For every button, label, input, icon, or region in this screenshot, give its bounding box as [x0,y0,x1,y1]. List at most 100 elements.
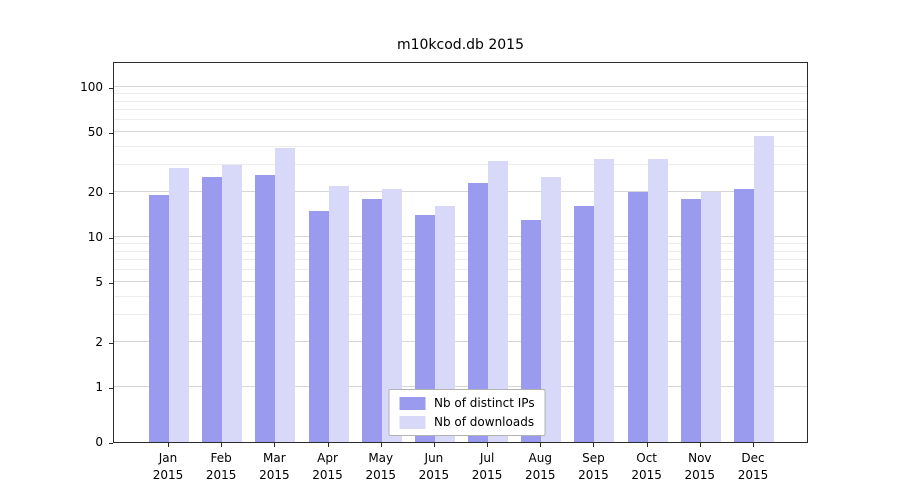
bar-nb-of-downloads-jan [169,167,189,442]
minor-gridline [114,109,807,111]
x-tick-month: Apr [317,451,338,465]
y-tick-mark [109,342,113,344]
chart-title: m10kcod.db 2015 [396,37,524,53]
bar-nb-of-distinct-ips-mar [255,174,276,442]
x-tick-label-jul: Jul 2015 [455,450,519,485]
legend-entry: Nb of distinct IPs [399,396,535,410]
y-tick-mark [109,283,113,285]
minor-gridline [114,269,807,271]
y-tick-label: 1 [95,380,103,394]
y-tick-mark [109,133,113,135]
x-tick-mark [487,443,489,447]
legend: Nb of distinct IPs Nb of downloads [388,389,546,436]
legend-label: Nb of downloads [434,415,535,429]
bar-nb-of-distinct-ips-dec [734,188,754,442]
minor-gridline [114,295,807,297]
x-tick-month: Jan [158,451,178,465]
x-tick-month: Dec [741,451,765,465]
bar-nb-of-distinct-ips-nov [680,198,701,442]
bar-nb-of-distinct-ips-sep [574,206,595,442]
x-tick-mark [274,443,276,447]
y-tick-label: 10 [87,230,103,244]
x-tick-label-may: May 2015 [349,450,413,485]
x-tick-month: Feb [210,451,232,465]
x-tick-month: Jun [424,451,444,465]
bar-nb-of-downloads-nov [700,191,721,442]
bar-nb-of-downloads-sep [594,159,615,442]
minor-gridline [114,100,807,102]
x-tick-label-oct: Oct 2015 [615,450,679,485]
bar-nb-of-downloads-may [381,188,402,442]
x-tick-mark [380,443,382,447]
x-tick-month: Sep [582,451,605,465]
x-tick-mark [593,443,595,447]
legend-swatch-icon [399,396,426,410]
major-gridline [114,386,807,387]
x-tick-year: 2015 [524,468,556,483]
major-gridline [114,340,807,342]
x-tick-year: 2015 [259,468,290,483]
x-tick-year: 2015 [631,468,662,483]
bar-nb-of-distinct-ips-apr [308,210,329,442]
minor-gridline [114,145,807,147]
x-tick-year: 2015 [205,468,237,483]
x-tick-label-dec: Dec 2015 [721,450,785,485]
y-tick-label: 0 [95,435,103,449]
bar-nb-of-downloads-feb [222,165,243,442]
x-tick-year: 2015 [418,468,450,483]
y-tick-label: 100 [80,80,103,94]
major-gridline [114,86,807,87]
x-tick-month: Nov [688,451,712,465]
major-gridline [114,131,807,133]
x-tick-year: 2015 [471,468,503,483]
major-gridline [114,236,807,237]
y-tick-mark [109,88,113,89]
bar-nb-of-downloads-mar [275,148,296,442]
minor-gridline [114,259,807,261]
bar-nb-of-downloads-aug [541,177,562,442]
bar-nb-of-downloads-jul [488,161,509,442]
x-tick-label-sep: Sep 2015 [561,450,625,485]
x-tick-label-aug: Aug 2015 [508,450,572,485]
x-tick-label-feb: Feb 2015 [189,450,253,485]
x-tick-mark [433,443,435,447]
bar-nb-of-distinct-ips-may [361,198,382,442]
x-tick-label-mar: Mar 2015 [242,450,306,485]
y-tick-label: 5 [95,275,103,290]
x-tick-mark [699,443,701,447]
x-tick-year: 2015 [365,468,396,483]
bar-nb-of-distinct-ips-oct [627,191,648,442]
minor-gridline [114,92,807,94]
major-gridline [114,190,807,192]
major-gridline [114,281,807,283]
x-tick-year: 2015 [737,468,769,483]
x-tick-month: Oct [636,451,657,465]
x-tick-mark [327,443,329,447]
bar-nb-of-distinct-ips-jun [414,215,435,442]
minor-gridline [114,250,807,252]
y-tick-mark [109,238,113,239]
y-tick-label: 50 [87,125,103,140]
minor-gridline [114,119,807,121]
x-tick-year: 2015 [152,468,184,483]
y-tick-label: 2 [95,334,103,349]
bar-nb-of-distinct-ips-feb [202,177,223,442]
bar-nb-of-downloads-jun [434,206,455,442]
minor-gridline [114,314,807,316]
x-tick-label-apr: Apr 2015 [296,450,360,485]
bar-nb-of-downloads-apr [328,185,349,442]
x-tick-year: 2015 [578,468,609,483]
x-tick-year: 2015 [312,468,343,483]
x-tick-month: Aug [528,451,552,465]
x-tick-label-jan: Jan 2015 [136,450,200,485]
bar-nb-of-distinct-ips-aug [521,219,542,442]
x-tick-label-jun: Jun 2015 [402,450,466,485]
x-tick-mark [221,443,223,447]
plot-area: Nb of distinct IPs Nb of downloads [113,62,808,443]
x-tick-mark [168,443,169,447]
x-tick-month: Mar [263,451,286,465]
legend-label: Nb of distinct IPs [434,396,535,410]
x-tick-label-nov: Nov 2015 [668,450,732,485]
x-tick-mark [540,443,542,447]
